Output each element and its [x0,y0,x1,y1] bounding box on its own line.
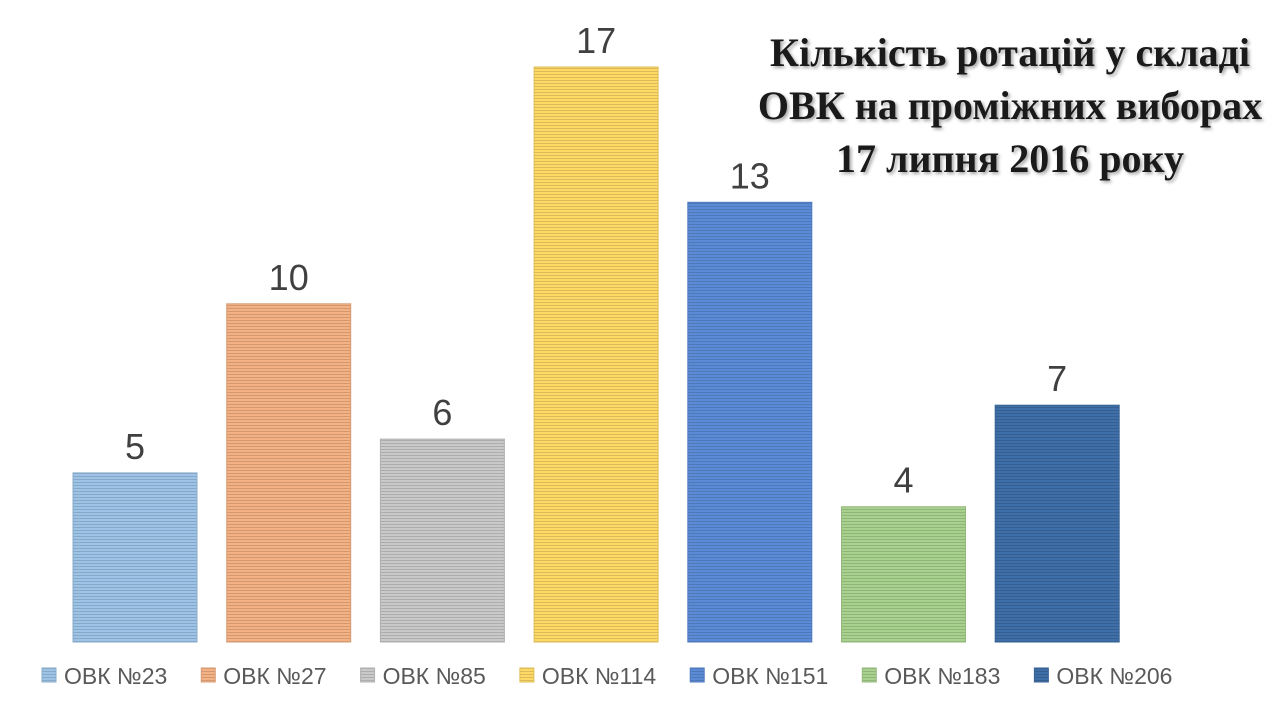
data-label-6: 4 [893,460,913,501]
data-label-2: 10 [269,257,309,298]
bar-6 [841,506,966,643]
bar-3 [379,438,505,643]
legend-item-7: ОВК №206 [1033,663,1172,689]
legend-item-4: ОВК №114 [519,663,657,689]
legend-swatch-2 [200,667,216,683]
data-label-4: 17 [576,20,616,61]
bar-7 [994,404,1120,643]
legend-swatch-5 [689,667,705,683]
bars-layer [72,66,1120,643]
legend-item-2: ОВК №27 [200,663,327,689]
data-label-5: 13 [730,155,770,196]
legend-swatch-1 [41,667,57,683]
data-labels-layer: 5 10 6 17 13 4 7 [125,20,1067,501]
legend-label-6: ОВК №183 [884,663,1000,689]
legend-label-1: ОВК №23 [64,663,167,689]
legend-item-1: ОВК №23 [41,663,167,689]
chart-title-line-2: ОВК на проміжних виборах [757,83,1263,128]
legend-label-3: ОВК №85 [383,663,486,689]
chart-title: Кількість ротацій у складі ОВК на проміж… [730,26,1280,185]
bar-2 [226,303,352,643]
chart-title-line-1: Кількість ротацій у складі [769,30,1251,75]
chart-title-line-3: 17 липня 2016 року [836,136,1184,181]
legend-item-3: ОВК №85 [360,663,486,689]
legend-label-2: ОВК №27 [223,663,326,689]
legend-swatch-3 [360,667,376,683]
legend-item-5: ОВК №151 [689,663,828,689]
legend: ОВК №23 ОВК №27 ОВК №85 ОВК №114 ОВК №151 ОВК… [41,663,1172,689]
data-label-1: 5 [125,426,145,467]
legend-swatch-4 [519,667,535,683]
legend-item-6: ОВК №183 [861,663,1000,689]
legend-swatch-7 [1033,667,1049,683]
legend-label-5: ОВК №151 [712,663,828,689]
bar-5 [687,201,813,643]
bar-4 [533,66,659,643]
legend-label-4: ОВК №114 [542,663,657,689]
data-label-7: 7 [1047,358,1067,399]
legend-swatch-6 [861,667,877,683]
legend-label-7: ОВК №206 [1056,663,1172,689]
bar-1 [72,472,198,643]
data-label-3: 6 [432,392,452,433]
